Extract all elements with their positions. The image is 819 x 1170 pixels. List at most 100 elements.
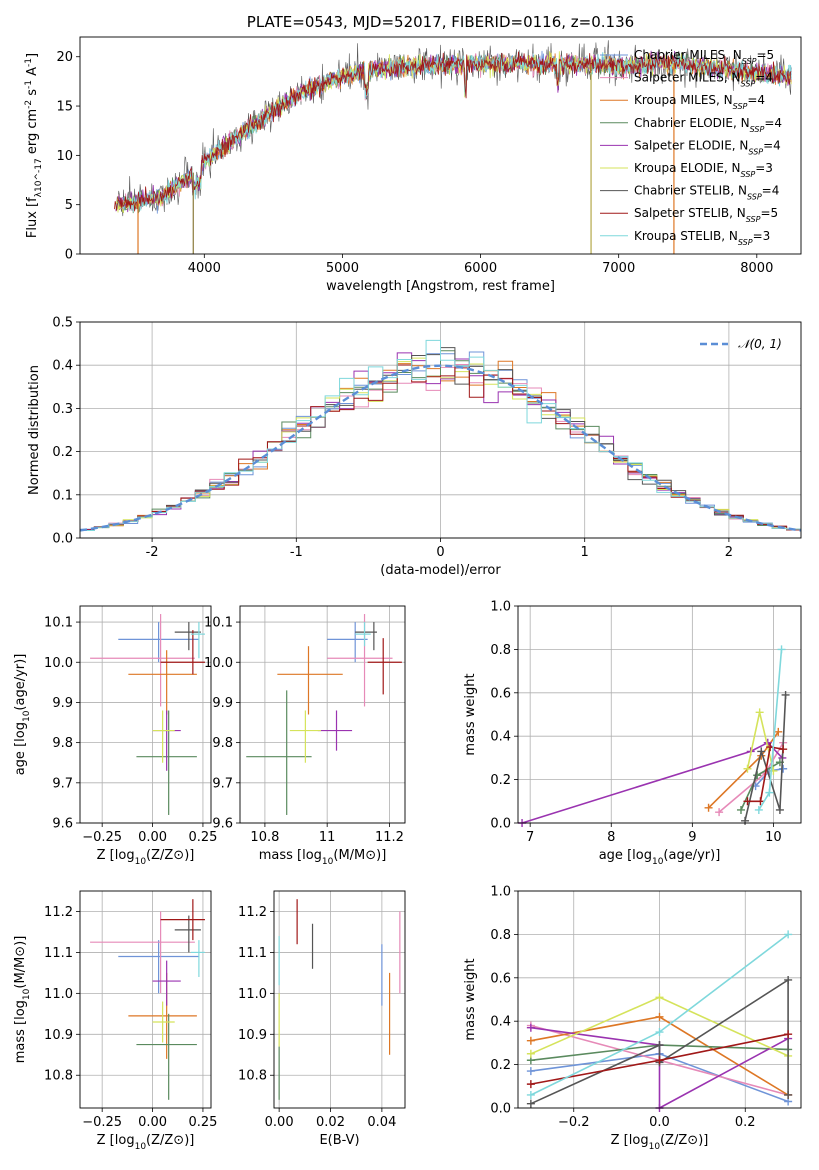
y-tick-label: 0.0: [52, 532, 73, 547]
legend-label-part: =4: [747, 93, 765, 107]
label-part: Normed distribution: [27, 365, 42, 495]
legend-label-sub: SSP: [746, 215, 761, 224]
y-tick-label: 0.1: [52, 488, 73, 503]
y-tick-label: 11.2: [44, 905, 73, 920]
errorbar-point-1: [90, 911, 195, 994]
legend-label: Kroupa ELODIE, NSSP=3: [634, 161, 773, 179]
y-tick-label: 0.0: [490, 817, 511, 832]
spectrum-line-8: [115, 52, 792, 212]
label-part: Flux [f: [25, 197, 40, 238]
weight-marker: [784, 1090, 793, 1099]
legend-label-part: Salpeter MILES, N: [634, 71, 741, 85]
spectrum-line-7: [114, 51, 792, 212]
label-part: (Z/Z⊙)]: [146, 848, 194, 863]
y-tick-label: 9.6: [52, 817, 73, 832]
x-tick-label: 8000: [740, 261, 773, 276]
legend-label: Chabrier MILES, NSSP=5: [634, 48, 774, 66]
y-tick-label: 0.4: [52, 359, 73, 374]
axes-frame: [239, 605, 406, 824]
label-part: Z [: [97, 1133, 115, 1148]
y-tick-label: 9.8: [52, 736, 73, 751]
errorbar-point-7: [160, 899, 205, 941]
legend-label: Salpeter ELODIE, NSSP=4: [634, 138, 781, 156]
y-tick-label: 0.2: [490, 773, 511, 788]
legend-label: Chabrier ELODIE, NSSP=4: [634, 116, 782, 134]
label-sub: λ10^-17: [34, 158, 44, 197]
axes-spectrum: 4000 5000 6000 7000 8000 0 5 10 15 20 wavelength […: [24, 50, 773, 294]
weight-marker: [526, 1023, 535, 1032]
y-tick-label: 9.7: [52, 776, 73, 791]
label-part: log: [13, 722, 28, 742]
weight-marker: [526, 1049, 535, 1058]
errorbar-point-7: [160, 630, 205, 675]
weight-marker: [774, 727, 783, 736]
legend-label-part: Kroupa ELODIE, N: [634, 161, 741, 175]
label-part: wavelength [Angstrom, rest frame]: [326, 279, 555, 294]
x-tick-label: −0.25: [82, 830, 122, 845]
x-tick-label: 0: [436, 545, 444, 560]
label-part: (M/M⊙)]: [13, 936, 28, 989]
label-part: s: [25, 89, 40, 100]
label-part: log: [629, 1133, 649, 1148]
weight-marker: [784, 930, 793, 939]
y-tick-label: 0.3: [52, 402, 73, 417]
errorbar-point-0: [118, 940, 199, 994]
y-tick-label: 10.9: [238, 1028, 267, 1043]
weight-marker: [526, 1036, 535, 1045]
label-part: E(B-V): [319, 1133, 359, 1148]
axes-frame: [517, 605, 802, 824]
y-tick-label: 0.6: [490, 971, 511, 986]
legend-label-sub: SSP: [750, 124, 765, 133]
weight-marker: [655, 993, 664, 1002]
x-axis-label: Z [log10(Z/Z⊙)]: [97, 848, 195, 867]
weight-marker: [526, 1090, 535, 1099]
y-tick-label: 10: [56, 149, 73, 164]
label-sub: 10: [135, 1142, 147, 1152]
label-part: mass weight: [463, 958, 478, 1040]
label-part: (age/yr)]: [13, 654, 28, 711]
x-axis-label: E(B-V): [319, 1133, 359, 1148]
y-tick-label: 10.0: [204, 656, 233, 671]
weight-marker: [756, 797, 765, 806]
legend-label-part: Salpeter STELIB, N: [634, 206, 746, 220]
label-part: Z [: [611, 1133, 629, 1148]
weight-marker: [715, 808, 724, 817]
errorbar-point-1: [90, 614, 195, 707]
x-tick-label: -2: [146, 545, 159, 560]
y-tick-label: 10.1: [204, 616, 233, 631]
axes-frame: [79, 36, 802, 255]
label-sub: 10: [652, 857, 664, 867]
x-tick-label: 0.00: [138, 1115, 167, 1130]
axes-frame: [79, 605, 212, 824]
label-part: mass weight: [463, 673, 478, 755]
y-tick-label: 10.9: [44, 1028, 73, 1043]
x-tick-label: 7: [526, 830, 534, 845]
y-tick-label: 0.0: [490, 1102, 511, 1117]
axes-frame: [517, 890, 802, 1109]
legend-label-sub: SSP: [733, 102, 748, 111]
label-part: age [: [599, 848, 632, 863]
legend-label: Salpeter STELIB, NSSP=5: [634, 206, 778, 224]
x-axis-label: wavelength [Angstrom, rest frame]: [326, 279, 555, 294]
legend-label: Kroupa STELIB, NSSP=3: [634, 229, 770, 247]
label-part: erg cm: [25, 109, 40, 158]
y-tick-label: 10.0: [44, 656, 73, 671]
axes-age-vs-mass: 10.8 11 11.2 9.6 9.7 9.8 9.9 10.0 10.1 mass [log1…: [204, 606, 405, 867]
label-part: Z [: [97, 848, 115, 863]
y-tick-label: 10.1: [44, 616, 73, 631]
legend-label-sub: SSP: [742, 57, 757, 66]
residual-legend: 𝒩(0, 1): [700, 337, 782, 351]
x-axis-label: Z [log10(Z/Z⊙)]: [611, 1133, 709, 1152]
x-tick-label: 0.0: [649, 1115, 670, 1130]
y-tick-label: 0.2: [490, 1058, 511, 1073]
errorbar-point-2: [128, 650, 197, 715]
x-axis-label: (data-model)/error: [380, 563, 501, 578]
errorbar-point-5: [289, 710, 321, 763]
x-tick-label: 4000: [188, 261, 221, 276]
weight-marker: [784, 975, 793, 984]
y-tick-label: 9.9: [52, 696, 73, 711]
x-tick-label: 0.00: [265, 1115, 294, 1130]
y-tick-label: 0.2: [52, 445, 73, 460]
weight-marker: [526, 1067, 535, 1076]
label-sup: -1: [24, 80, 34, 89]
